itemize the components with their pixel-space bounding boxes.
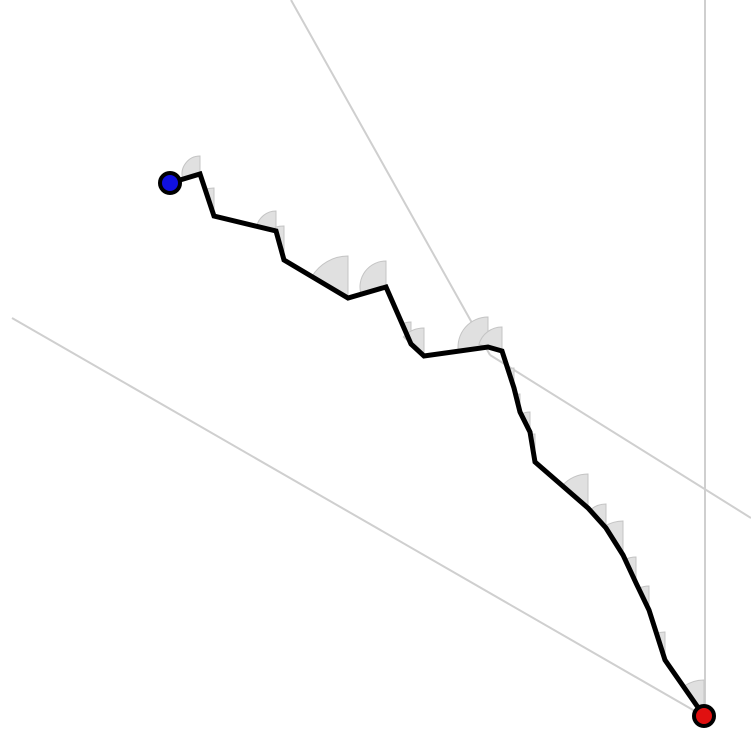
start-marker: [158, 171, 182, 195]
endpoint-markers: [158, 171, 716, 728]
guide-line-4: [489, 354, 751, 519]
guide-lines: [11, 0, 751, 716]
angle-sector-6: [359, 260, 387, 295]
guide-line-3: [11, 317, 701, 715]
guide-line-2: [290, 0, 491, 356]
path-chain: [167, 170, 707, 719]
end-marker: [692, 704, 716, 728]
path-polyline: [167, 170, 707, 719]
angle-sectors: [181, 155, 705, 718]
